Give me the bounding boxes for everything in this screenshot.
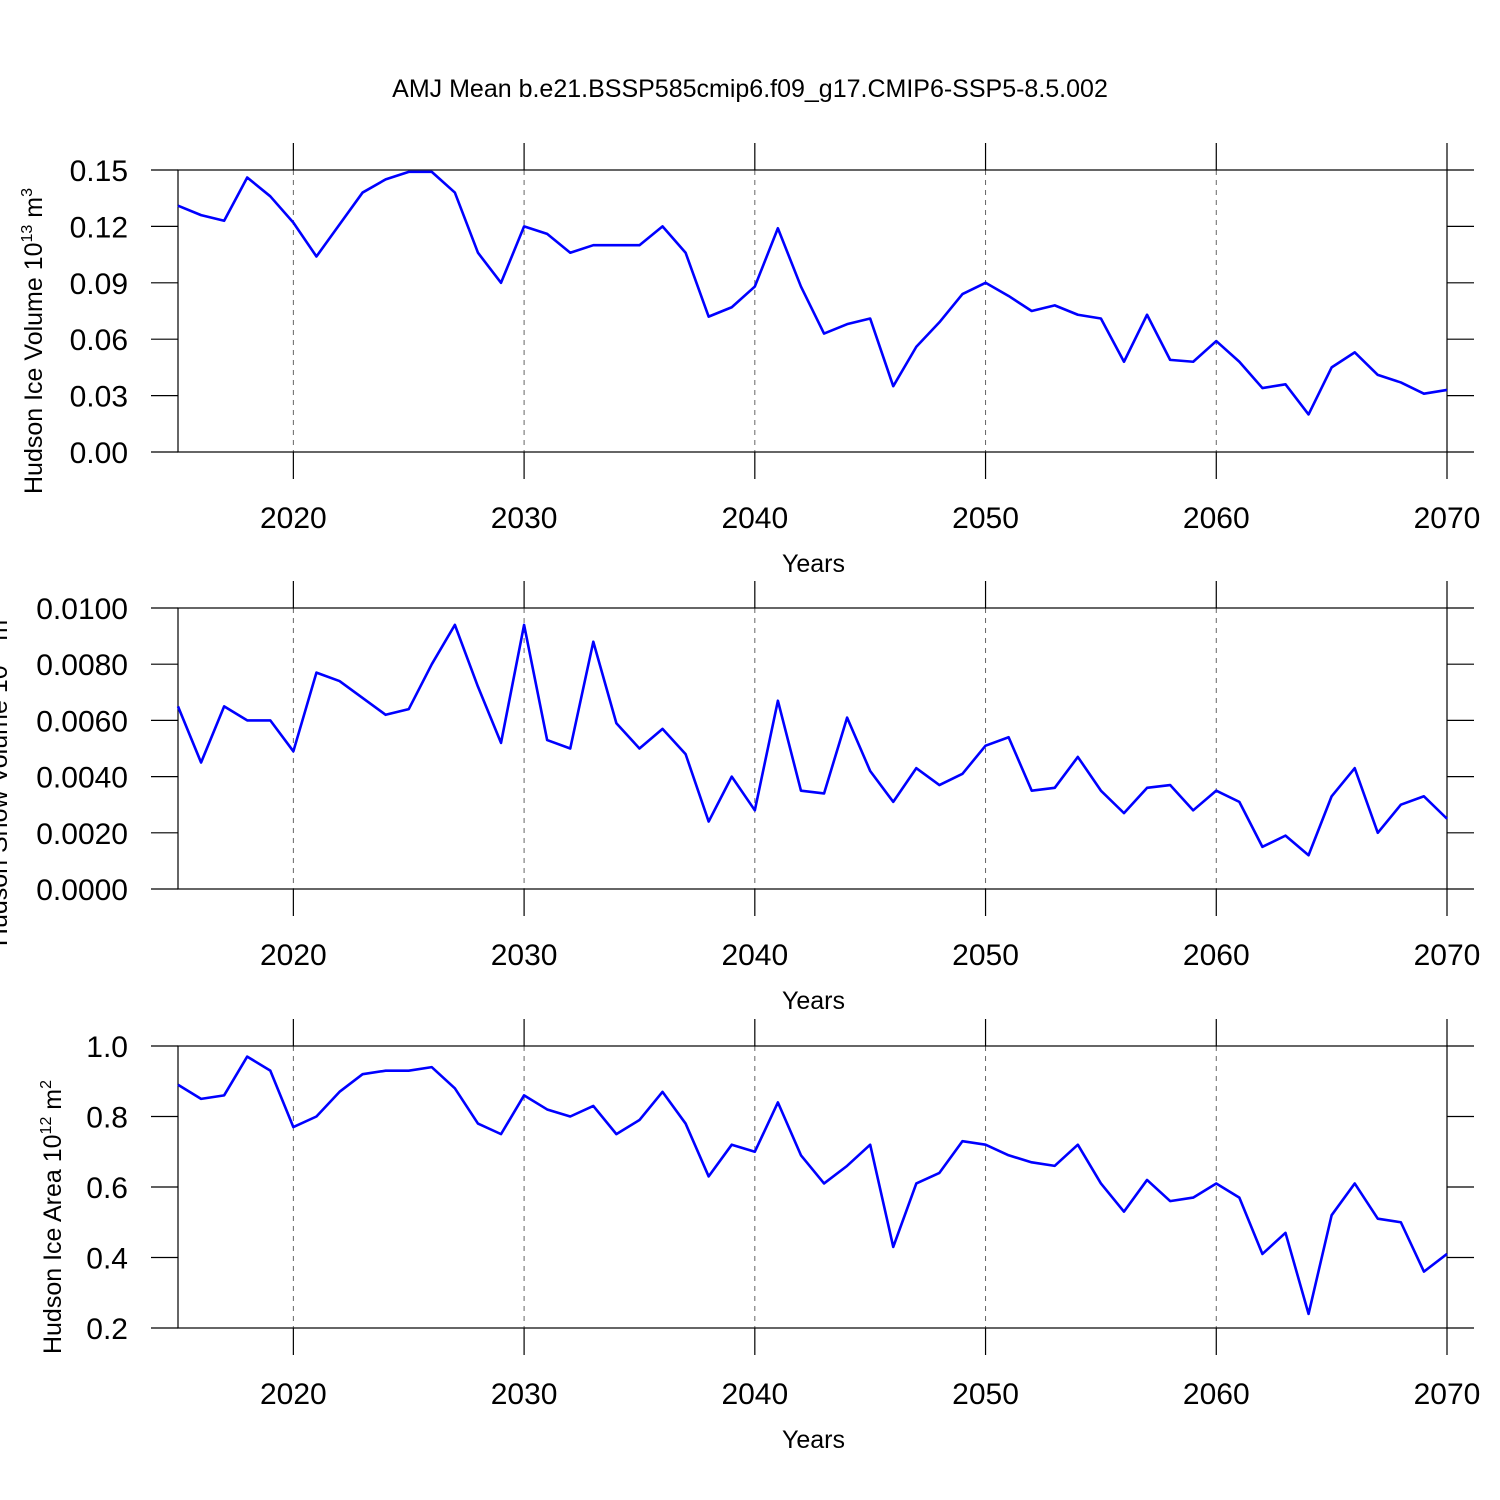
y-tick-label: 0.09 bbox=[70, 268, 128, 301]
y-tick-label: 0.03 bbox=[70, 381, 128, 414]
data-line bbox=[177, 170, 1448, 416]
y-axis-label-exponent: 2 bbox=[38, 1080, 55, 1089]
x-tick-label: 2060 bbox=[1183, 939, 1250, 972]
x-tick-label: 2020 bbox=[260, 502, 327, 535]
y-tick-label: 0.6 bbox=[86, 1172, 128, 1205]
y-axis-label-exponent: 3 bbox=[0, 611, 1, 620]
x-tick-label: 2040 bbox=[721, 939, 788, 972]
x-tick-label: 2020 bbox=[260, 939, 327, 972]
y-tick-label: 0.8 bbox=[86, 1102, 128, 1135]
plot-frame bbox=[177, 607, 1448, 890]
x-tick-label: 2030 bbox=[491, 939, 558, 972]
y-tick-label: 0.0040 bbox=[36, 762, 128, 795]
y-axis-label-part: m bbox=[20, 197, 48, 225]
y-axis-label-exponent: 12 bbox=[38, 1117, 55, 1135]
x-tick-label: 2020 bbox=[260, 1378, 327, 1411]
y-tick-label: 0.0020 bbox=[36, 818, 128, 851]
x-tick-label: 2070 bbox=[1414, 939, 1481, 972]
y-tick-label: 0.00 bbox=[70, 437, 128, 470]
x-tick-label: 2030 bbox=[491, 1378, 558, 1411]
x-tick-label: 2070 bbox=[1414, 502, 1481, 535]
y-tick-label: 0.2 bbox=[86, 1313, 128, 1346]
y-axis-label-part: Hudson Ice Volume 10 bbox=[20, 242, 48, 494]
x-tick-label: 2070 bbox=[1414, 1378, 1481, 1411]
y-tick-label: 0.0100 bbox=[36, 593, 128, 626]
plot-frame bbox=[177, 169, 1448, 453]
y-axis-label-part: Hudson Snow Volume 10 bbox=[0, 665, 13, 946]
y-axis-label-exponent: 13 bbox=[19, 225, 36, 243]
y-axis-label: Hudson Ice Area 1012 m2 bbox=[38, 1080, 67, 1354]
y-tick-label: 0.06 bbox=[70, 324, 128, 357]
chart-title: AMJ Mean b.e21.BSSP585cmip6.f09_g17.CMIP… bbox=[392, 75, 1108, 103]
x-axis-label: Years bbox=[782, 550, 845, 578]
y-tick-label: 0.0080 bbox=[36, 649, 128, 682]
x-tick-label: 2030 bbox=[491, 502, 558, 535]
y-axis-label-part: Hudson Ice Area 10 bbox=[39, 1134, 67, 1354]
y-tick-label: 0.12 bbox=[70, 211, 128, 244]
x-tick-label: 2060 bbox=[1183, 502, 1250, 535]
data-line bbox=[177, 1055, 1448, 1316]
y-axis-label: Hudson Ice Volume 1013 m3 bbox=[19, 188, 48, 494]
y-tick-label: 0.0060 bbox=[36, 705, 128, 738]
y-axis-label-exponent: 3 bbox=[19, 188, 36, 197]
y-axis-label-part: m bbox=[0, 620, 13, 648]
y-tick-label: 1.0 bbox=[86, 1031, 128, 1064]
y-tick-label: 0.4 bbox=[86, 1243, 128, 1276]
y-tick-label: 0.15 bbox=[70, 155, 128, 188]
x-tick-label: 2040 bbox=[721, 1378, 788, 1411]
x-axis-label: Years bbox=[782, 1426, 845, 1454]
y-axis-label: Hudson Snow Volume 1013 m3 bbox=[0, 611, 13, 946]
x-tick-label: 2050 bbox=[952, 939, 1019, 972]
y-axis-label-part: m bbox=[39, 1089, 67, 1117]
data-line bbox=[176, 623, 1448, 857]
x-tick-label: 2040 bbox=[721, 502, 788, 535]
x-axis-label: Years bbox=[782, 987, 845, 1015]
x-tick-label: 2060 bbox=[1183, 1378, 1250, 1411]
y-axis-label-exponent: 13 bbox=[0, 647, 1, 665]
x-tick-label: 2050 bbox=[952, 502, 1019, 535]
y-tick-label: 0.0000 bbox=[36, 874, 128, 907]
x-tick-label: 2050 bbox=[952, 1378, 1019, 1411]
